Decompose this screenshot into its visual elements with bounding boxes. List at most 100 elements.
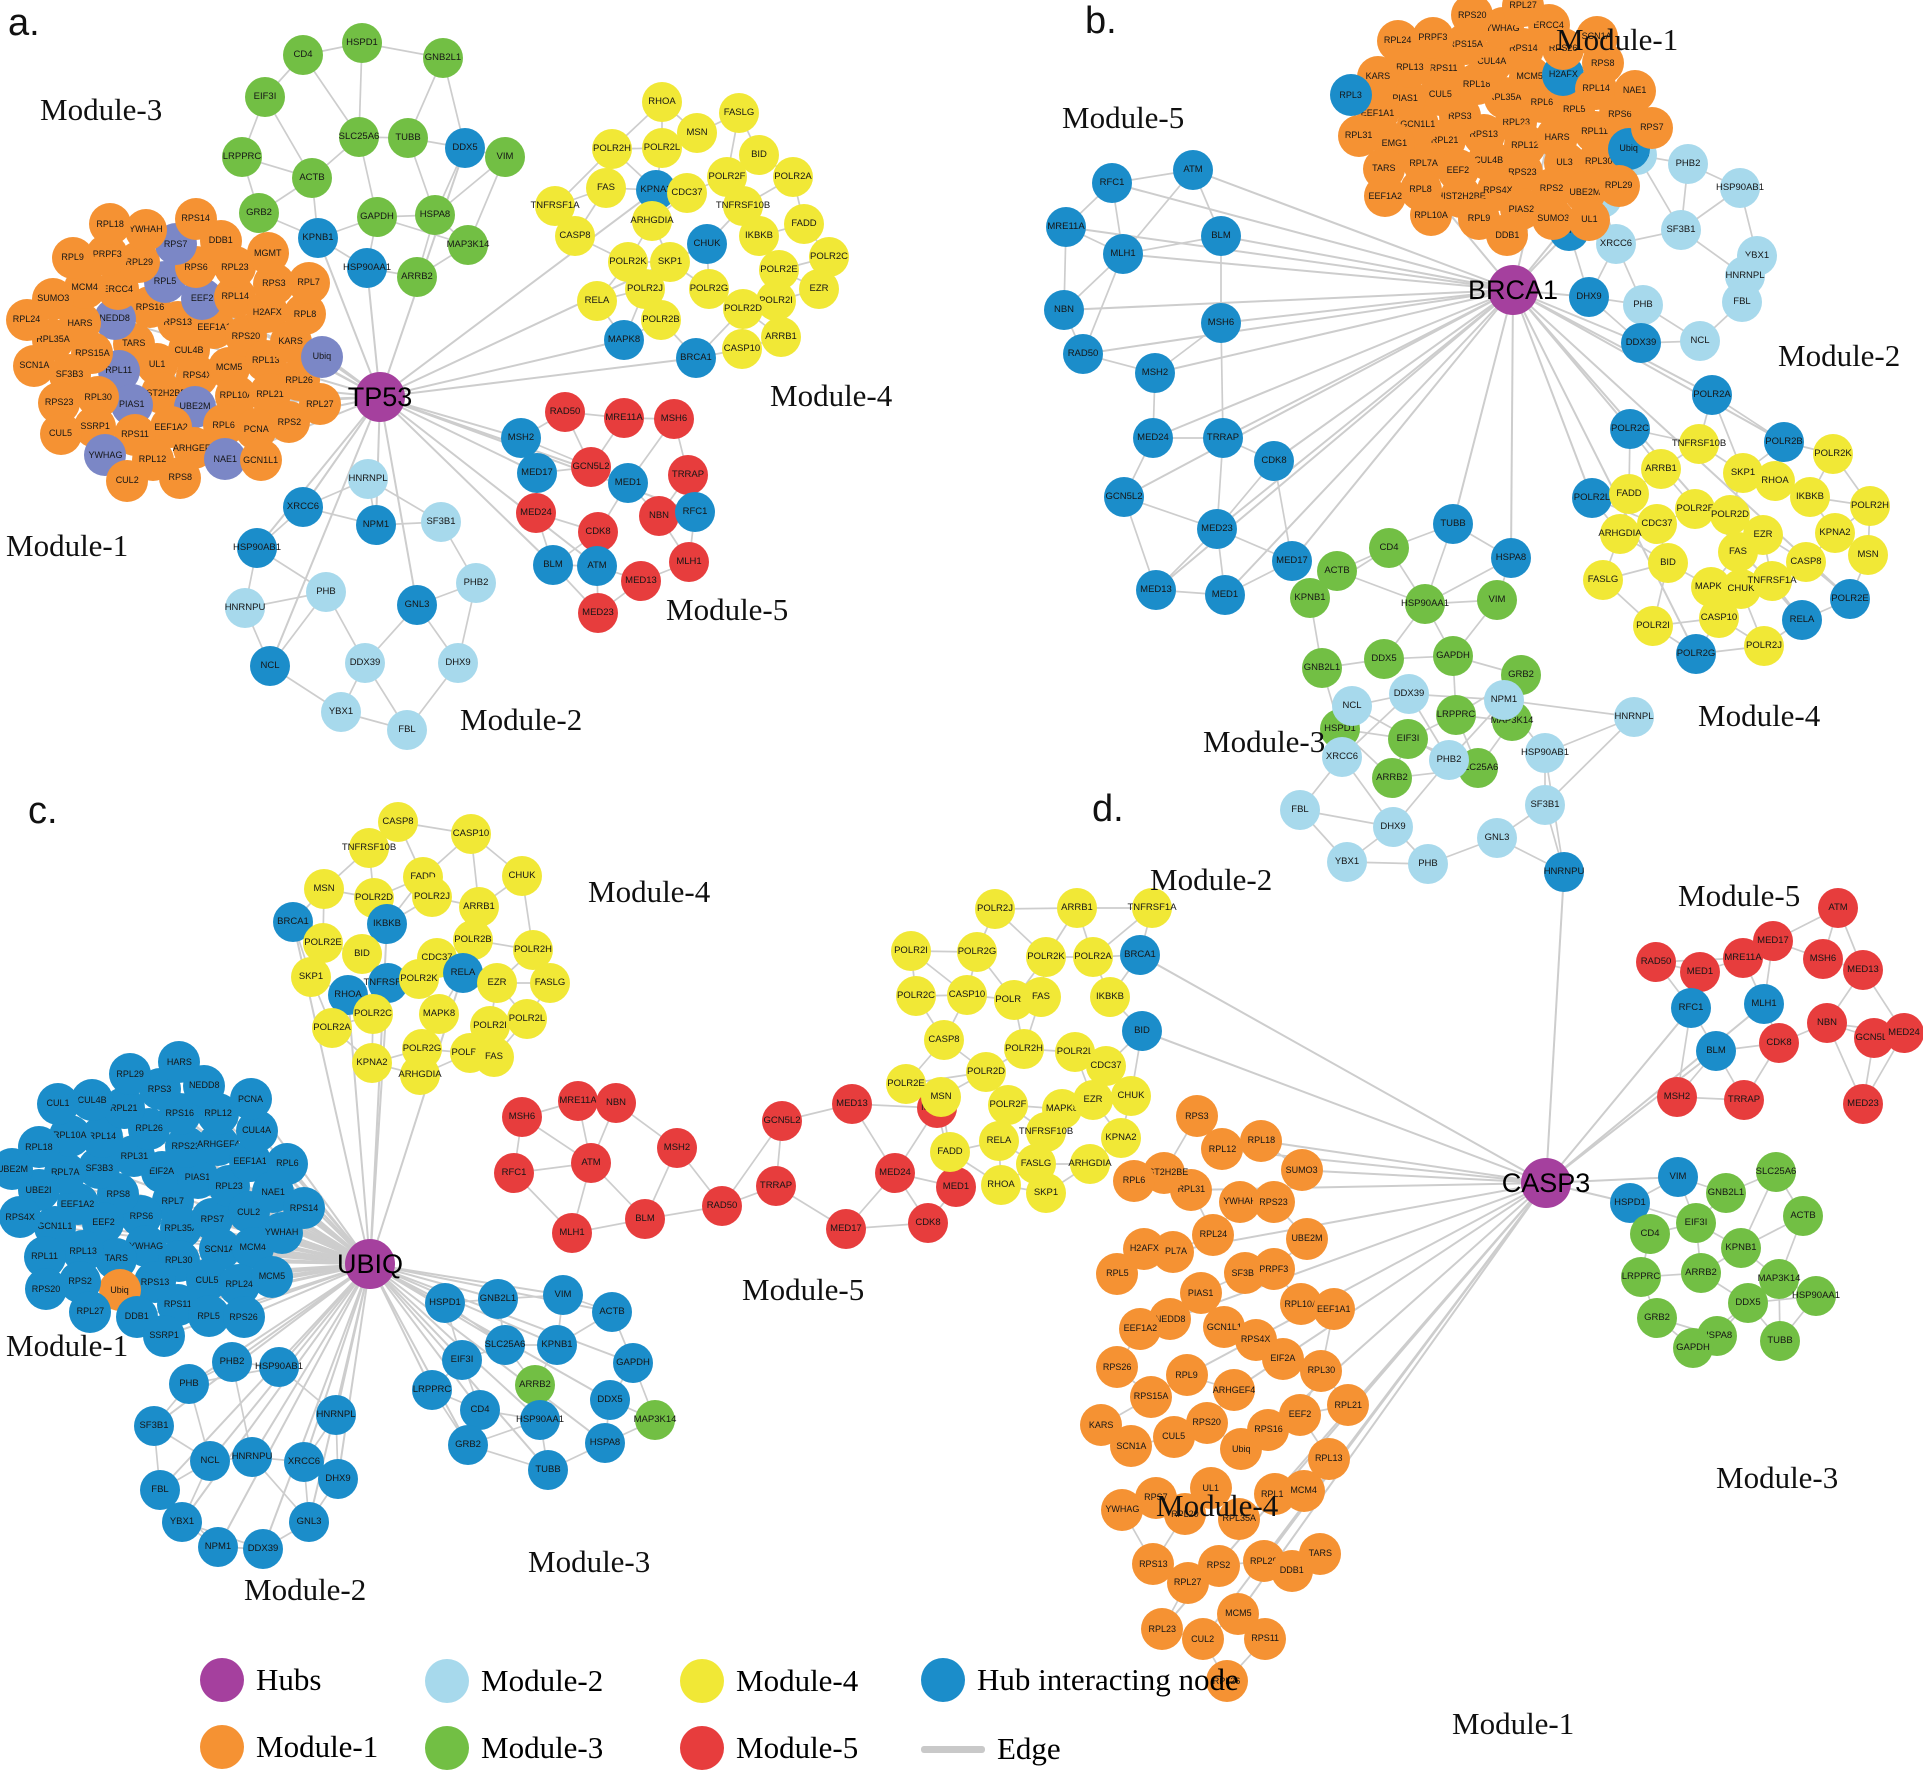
node-label: ACTB [599, 1306, 625, 1318]
node-POLR2D: POLR2D [723, 289, 763, 329]
node-EZR: EZR [1073, 1080, 1113, 1120]
legend-swatch [680, 1726, 724, 1770]
node-label: RPS23 [1259, 1196, 1288, 1207]
node-label: HARS [67, 317, 93, 328]
node-TNFRSF10B: TNFRSF10B [342, 828, 396, 868]
node-label: HSP90AA1 [515, 1414, 565, 1426]
node-label: RPS2 [68, 1276, 92, 1287]
node-MED1: MED1 [1680, 952, 1720, 992]
node-label: RPL9 [1467, 213, 1491, 224]
node-label: GRB2 [455, 1439, 481, 1451]
node-label: CHUK [1727, 583, 1755, 595]
node-label: SLC25A6 [338, 131, 380, 143]
node-label: PHB [1633, 299, 1653, 311]
node-CASP8: CASP8 [924, 1020, 964, 1060]
node-NPM1: NPM1 [198, 1527, 238, 1567]
node-label: SF3B1 [1530, 799, 1560, 811]
node-CASP8: CASP8 [1786, 542, 1826, 582]
node-label: GAPDH [1436, 650, 1470, 662]
node-label: VIM [1488, 594, 1506, 606]
node-label: MED17 [830, 1223, 862, 1235]
node-label: LRPPRC [1436, 709, 1476, 721]
node-label: DDB1 [124, 1311, 149, 1322]
node-label: HNRNPU [231, 1451, 273, 1463]
node-MED23: MED23 [1197, 509, 1237, 549]
node-RPL18: RPL18 [1240, 1119, 1283, 1162]
node-label: MED1 [1211, 589, 1239, 601]
node-label: RPL29 [1249, 1555, 1278, 1566]
node-label: RPL35A [164, 1222, 198, 1233]
node-label: UBE2M [179, 401, 211, 412]
node-label: RPL35A [1488, 92, 1522, 103]
node-label: SCN1A [204, 1243, 235, 1254]
node-label: RPS13 [140, 1276, 170, 1287]
node-label: RPL7A [50, 1167, 80, 1178]
edge [251, 1263, 371, 1458]
node-label: IKBKB [373, 918, 401, 930]
node-HSPA8: HSPA8 [585, 1423, 625, 1463]
node-GNB2L1: GNB2L1 [1706, 1173, 1746, 1213]
legend-item-module-2: Module-2 [425, 1659, 603, 1703]
node-GAPDH: GAPDH [1433, 636, 1473, 676]
node-label: MCM4 [239, 1242, 266, 1253]
node-MSN: MSN [1848, 535, 1888, 575]
node-CUL2: CUL2 [1181, 1618, 1224, 1661]
node-label: GAPDH [616, 1357, 650, 1369]
node-label: RPS7 [200, 1213, 225, 1224]
node-HNRNPL: HNRNPL [1614, 697, 1654, 737]
node-RELA: RELA [979, 1121, 1019, 1161]
node-VIM: VIM [1477, 580, 1517, 620]
node-POLR2D: POLR2D [966, 1052, 1006, 1092]
node-POLR2G: POLR2G [689, 269, 729, 309]
legend-label: Hubs [256, 1662, 322, 1697]
edge [1545, 1007, 1692, 1184]
node-MLH1: MLH1 [552, 1213, 592, 1253]
node-label: YBX1 [1334, 856, 1360, 868]
node-label: CHUK [693, 238, 721, 250]
node-label: POLR2A [313, 1022, 351, 1034]
node-CASP10: CASP10 [947, 975, 987, 1015]
node-DDX39: DDX39 [345, 643, 385, 683]
node-KPNA2: KPNA2 [352, 1043, 392, 1083]
node-label: SKP1 [298, 971, 324, 983]
node-label: CASP8 [1790, 556, 1822, 568]
node-label: RPS8 [1591, 57, 1615, 68]
node-RPS13: RPS13 [1132, 1543, 1175, 1586]
node-PHB: PHB [1623, 285, 1663, 325]
node-label: GRB2 [1508, 669, 1534, 681]
node-label: XRCC6 [1325, 751, 1359, 763]
node-label: POLR2C [353, 1008, 392, 1020]
node-MSN: MSN [921, 1077, 961, 1117]
node-label: NAE1 [261, 1186, 285, 1197]
node-NCL: NCL [250, 646, 290, 686]
node-label: RPL24 [12, 314, 41, 325]
node-label: ERCC4 [102, 283, 133, 294]
node-label: POLR2E [887, 1078, 925, 1090]
module-label-d-module-2: Module-2 [1150, 862, 1273, 897]
node-label: XRCC6 [1599, 238, 1633, 250]
node-label: CDC37 [671, 187, 703, 199]
node-label: SKP1 [1730, 467, 1756, 479]
node-PHB2: PHB2 [212, 1342, 252, 1382]
node-HNRNPU: HNRNPU [1544, 852, 1584, 892]
node-RFC1: RFC1 [1092, 163, 1132, 203]
node-HSP90AB1: HSP90AB1 [1521, 733, 1569, 773]
node-label: GCN1L1 [1206, 1321, 1242, 1332]
node-label: NEDD8 [99, 313, 130, 324]
node-label: HSPD1 [346, 37, 378, 49]
node-SUMO3: SUMO3 [1280, 1149, 1323, 1192]
node-label: GAPDH [1676, 1342, 1710, 1354]
node-label: CDC37 [1090, 1060, 1122, 1072]
node-label: HARS [1544, 131, 1570, 142]
node-label: MED23 [1847, 1098, 1879, 1110]
node-label: RPS26 [1548, 43, 1578, 54]
node-label: RPL8 [293, 308, 317, 319]
node-label: MED1 [1686, 966, 1714, 978]
module-label-b-module-4: Module-4 [1698, 698, 1821, 733]
node-label: EEF1A2 [1368, 190, 1403, 201]
hub-node-TP53: TP53 [348, 372, 412, 422]
edge [1141, 1030, 1547, 1184]
node-label: MRE11A [605, 412, 643, 424]
node-label: RPS13 [1139, 1558, 1168, 1569]
edge [1172, 1182, 1547, 1253]
